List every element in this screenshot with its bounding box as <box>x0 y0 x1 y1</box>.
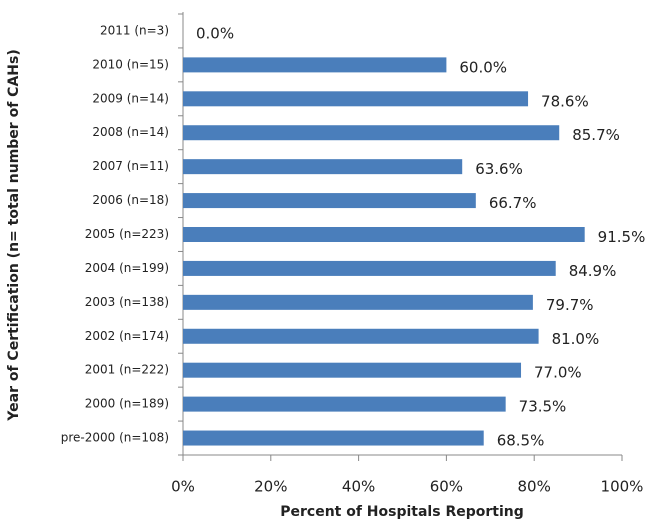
value-label: 63.6% <box>475 160 523 178</box>
y-tick-label: pre-2000 (n=108) <box>61 431 169 445</box>
x-tick-label: 0% <box>171 478 195 496</box>
value-label: 85.7% <box>572 126 620 144</box>
y-tick-label: 2007 (n=11) <box>92 159 169 173</box>
y-tick-label: 2001 (n=222) <box>85 363 169 377</box>
y-tick-label: 2010 (n=15) <box>92 57 169 71</box>
bar <box>183 294 533 310</box>
value-label: 84.9% <box>569 262 617 280</box>
value-label: 60.0% <box>459 58 507 76</box>
y-tick-label: 2004 (n=199) <box>85 261 169 275</box>
bar <box>183 430 484 446</box>
y-tick-label: 2008 (n=14) <box>92 125 169 139</box>
bar <box>183 260 556 276</box>
bar <box>183 227 585 242</box>
y-axis-title: Year of Certification (n= total number o… <box>6 49 22 421</box>
y-tick-label: 2009 (n=14) <box>92 91 169 105</box>
bar <box>183 57 447 73</box>
value-label: 79.7% <box>546 296 594 314</box>
value-label: 77.0% <box>534 364 582 382</box>
x-tick-label: 40% <box>342 478 375 496</box>
value-label: 91.5% <box>598 228 646 246</box>
x-tick-label: 80% <box>518 478 551 496</box>
bar <box>183 193 476 209</box>
x-tick-label: 60% <box>430 478 463 496</box>
value-label: 0.0% <box>196 24 234 42</box>
y-tick-label: 2006 (n=18) <box>92 193 169 207</box>
value-label: 68.5% <box>497 432 545 450</box>
y-tick-label: 2002 (n=174) <box>85 329 169 343</box>
y-tick-label: 2005 (n=223) <box>85 227 169 241</box>
x-tick-label: 20% <box>254 478 287 496</box>
y-tick-label: 2003 (n=138) <box>85 295 169 309</box>
y-tick-label: 2000 (n=189) <box>85 397 169 411</box>
x-axis-title: Percent of Hospitals Reporting <box>280 504 524 520</box>
value-label: 78.6% <box>541 92 589 110</box>
value-label: 66.7% <box>489 194 537 212</box>
value-label: 73.5% <box>519 398 567 416</box>
bar <box>183 362 522 378</box>
bar <box>183 159 463 175</box>
bar <box>183 125 560 141</box>
bar <box>183 91 529 107</box>
x-tick-label: 100% <box>601 478 644 496</box>
bar <box>183 328 539 344</box>
value-label: 81.0% <box>552 330 600 348</box>
bar <box>183 396 506 412</box>
y-tick-label: 2011 (n=3) <box>100 23 169 37</box>
